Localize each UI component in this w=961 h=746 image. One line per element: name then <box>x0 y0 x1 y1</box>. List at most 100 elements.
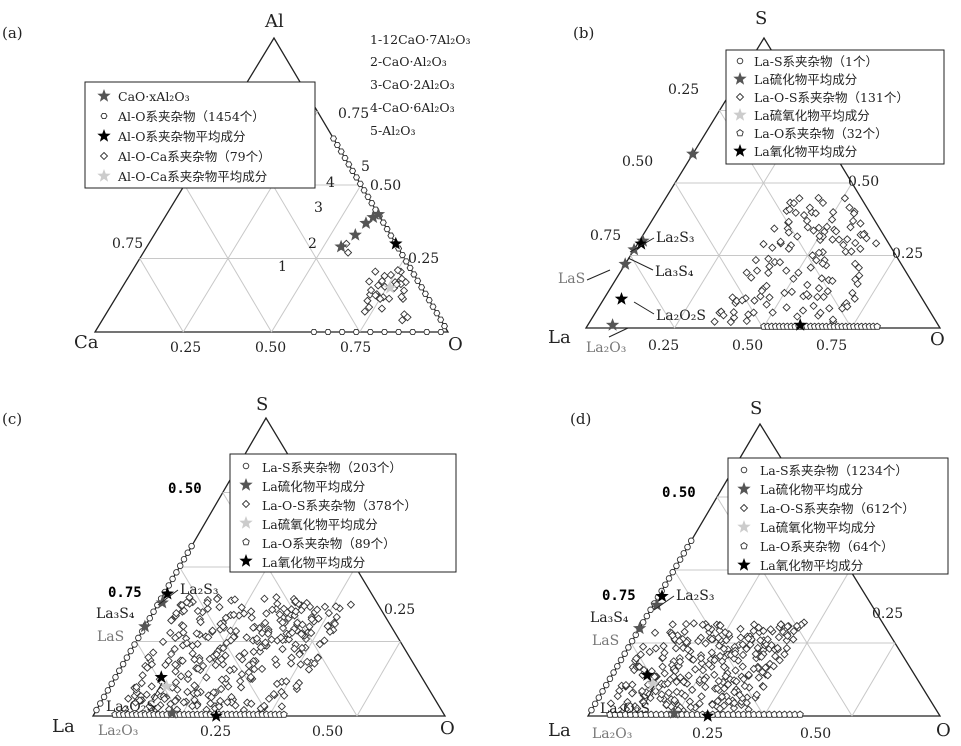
phase-key-2: 2-CaO·Al₂O₃ <box>370 54 447 69</box>
la-oxysulfide-average-star <box>646 676 660 690</box>
la-o-s-point <box>256 643 266 652</box>
legend-marker-6 <box>737 558 751 571</box>
la-o-s-point <box>229 610 238 619</box>
la-o-s-point <box>330 619 340 629</box>
la-oxide-average-star <box>209 709 223 722</box>
la-o-s-point <box>672 677 681 687</box>
la-o-s-point <box>762 281 771 291</box>
al-o-point <box>349 167 357 174</box>
al-o-point <box>324 328 332 336</box>
legend-a-marker-2 <box>100 112 108 120</box>
la-s-point <box>150 608 157 615</box>
la-o-s-point <box>845 203 854 212</box>
la-s-point <box>687 537 695 545</box>
legend-marker-2 <box>239 478 253 491</box>
la-o-s-point <box>684 671 693 680</box>
annot-d-la2o2s: La₂O₂S <box>600 701 650 717</box>
la-o-s-point <box>230 595 239 604</box>
la-o-s-point <box>188 701 197 711</box>
la-o-s-point <box>650 628 660 637</box>
la-oxide-average-star <box>793 318 807 331</box>
la-o-s-point <box>732 677 741 686</box>
la-o-s-point <box>291 607 300 616</box>
la-o-s-point <box>827 215 837 224</box>
panel-b-tick-b3: 0.75 <box>816 338 847 354</box>
la-o-s-point <box>802 216 812 225</box>
la-o-s-point <box>720 684 729 693</box>
al-o-point <box>338 328 346 336</box>
la-o-s-point <box>700 675 709 685</box>
la-o-s-point <box>785 205 794 214</box>
la-oxide-average-star <box>701 709 715 722</box>
la-o-s-point <box>259 701 269 710</box>
al-o-point <box>402 258 410 265</box>
la-o-s-point <box>219 643 228 653</box>
la-o-s-point <box>681 619 691 629</box>
al-o-ca-point <box>375 294 385 303</box>
la-o-s-point <box>222 638 231 648</box>
la-o-s-point <box>762 300 771 309</box>
panel-c-tick-b2: 0.50 <box>312 724 343 740</box>
legend-marker-5 <box>740 542 748 550</box>
la-o-s-point <box>841 247 850 256</box>
la-o-s-point <box>164 656 173 665</box>
la-o-s-point <box>637 686 647 696</box>
legend-marker-5 <box>736 129 744 137</box>
la-o-s-point <box>668 631 677 640</box>
la-o-s-point <box>638 642 648 651</box>
la-o-s-point <box>784 228 793 237</box>
la-o-s-point <box>171 678 181 687</box>
la-o-s-point <box>314 614 323 623</box>
al-o-ca-point <box>377 276 387 286</box>
panel-b-corner-left: La <box>548 327 571 348</box>
la-o-s-point <box>288 628 297 637</box>
la-s-point <box>669 568 676 576</box>
la-o-s-point <box>260 594 269 603</box>
la-o-s-point <box>753 643 762 653</box>
la-o-s-point <box>851 238 860 248</box>
panel-b-tick-r1: 0.50 <box>848 174 879 190</box>
phase-star-2 <box>348 228 362 241</box>
la2o2s-star <box>640 668 654 681</box>
la-o-s-point <box>147 660 156 669</box>
grid-line-c2 <box>356 641 401 717</box>
al-o-point <box>395 328 403 336</box>
al-o-ca-point <box>403 313 412 322</box>
la-o-s-point <box>791 208 800 217</box>
la-o-s-point <box>275 610 284 619</box>
la-o-s-point <box>124 694 133 703</box>
la-o-s-point <box>221 651 230 660</box>
la-o-s-point <box>782 266 791 275</box>
la-o-s-point <box>218 622 228 631</box>
al-o-point <box>366 328 374 336</box>
la-o-s-point <box>659 641 668 651</box>
al-o-point <box>368 200 376 207</box>
la-o-s-point <box>738 650 748 660</box>
annot-b-la2o2s: La₂O₂S <box>656 308 706 324</box>
la-o-s-point <box>278 644 287 654</box>
la-o-s-point <box>742 316 751 326</box>
panel-a-label: (a) <box>2 24 23 42</box>
la-o-s-point <box>645 647 654 657</box>
la-o-s-point <box>236 683 246 692</box>
la-o-s-point <box>770 224 779 233</box>
la-s-point <box>116 667 123 674</box>
la-o-s-point <box>272 679 282 689</box>
la-o-s-point <box>799 211 809 220</box>
la-o-point <box>280 710 288 718</box>
la-o-point <box>796 710 804 718</box>
la-o-s-point <box>212 594 222 604</box>
la-o-s-point <box>847 247 856 256</box>
la-o-s-point <box>701 639 710 648</box>
legend-b-1: La-S系夹杂物（1个） <box>754 54 878 69</box>
la-o-s-point <box>166 628 175 637</box>
panel-c-tick-r1: 0.25 <box>384 602 415 618</box>
annot-c-la2s3: La₂S₃ <box>180 582 218 598</box>
la-o-s-point <box>658 662 667 671</box>
la-o-s-point <box>759 682 768 691</box>
la-o-s-point <box>204 633 213 642</box>
legend-b-markers <box>733 57 747 157</box>
al-o-point <box>418 284 426 291</box>
la-o-point <box>873 322 881 330</box>
annot-b-la2o3: La₂O₃ <box>586 340 626 356</box>
